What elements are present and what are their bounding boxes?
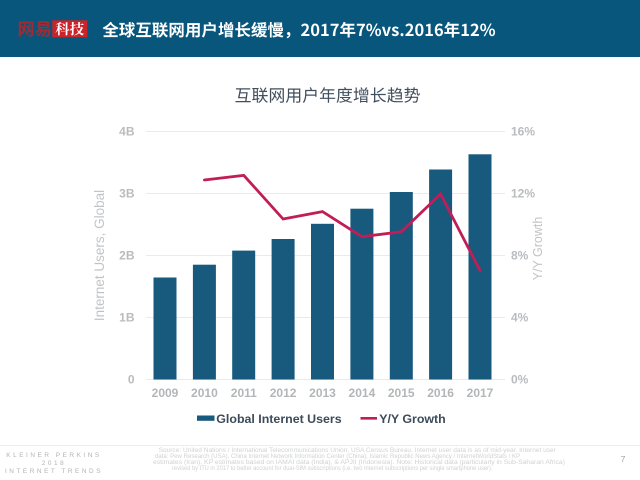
svg-text:Internet Users, Global: Internet Users, Global	[92, 190, 107, 321]
svg-text:2017: 2017	[467, 386, 494, 400]
svg-text:12%: 12%	[511, 187, 535, 201]
svg-text:2013: 2013	[309, 386, 336, 400]
svg-text:2011: 2011	[231, 386, 257, 400]
svg-text:Y/Y Growth: Y/Y Growth	[531, 217, 545, 281]
svg-text:1B: 1B	[119, 311, 135, 325]
svg-text:0: 0	[128, 373, 135, 387]
svg-text:4%: 4%	[511, 311, 529, 325]
svg-text:3B: 3B	[119, 187, 135, 201]
svg-text:Global Internet Users: Global Internet Users	[216, 412, 341, 426]
svg-text:2009: 2009	[152, 386, 179, 400]
svg-text:2012: 2012	[270, 386, 297, 400]
svg-text:2010: 2010	[191, 386, 218, 400]
svg-text:2015: 2015	[388, 386, 415, 400]
svg-text:2014: 2014	[349, 386, 376, 400]
svg-text:4B: 4B	[119, 125, 135, 139]
svg-text:0%: 0%	[511, 373, 529, 387]
svg-text:2B: 2B	[119, 249, 135, 263]
svg-text:Y/Y Growth: Y/Y Growth	[379, 412, 446, 426]
svg-text:8%: 8%	[511, 249, 529, 263]
svg-text:16%: 16%	[511, 125, 535, 139]
svg-text:2016: 2016	[427, 386, 454, 400]
